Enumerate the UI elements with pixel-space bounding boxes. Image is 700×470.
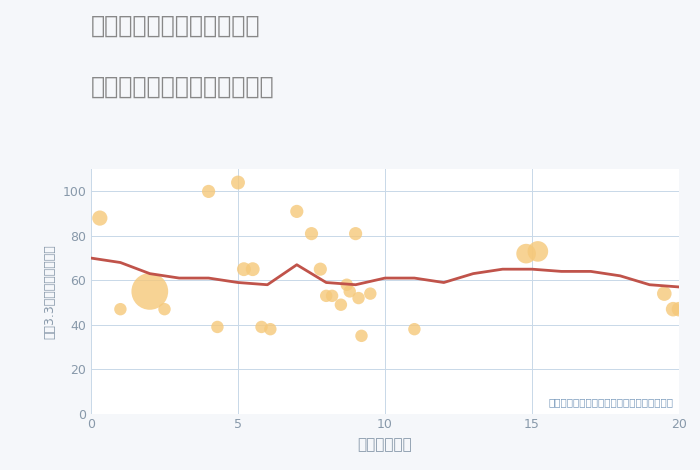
Point <box>341 281 352 289</box>
Point <box>521 250 532 258</box>
Point <box>247 266 258 273</box>
Point <box>321 292 332 299</box>
Point <box>159 306 170 313</box>
Point <box>315 266 326 273</box>
Point <box>668 306 679 313</box>
Point <box>203 188 214 195</box>
Point <box>353 294 364 302</box>
X-axis label: 駅距離（分）: 駅距離（分） <box>358 437 412 452</box>
Point <box>326 292 337 299</box>
Point <box>212 323 223 331</box>
Point <box>94 214 106 222</box>
Point <box>659 290 670 298</box>
Point <box>344 288 356 295</box>
Point <box>350 230 361 237</box>
Point <box>265 325 276 333</box>
Text: 円の大きさは、取引のあった物件面積を示す: 円の大きさは、取引のあった物件面積を示す <box>548 397 673 407</box>
Point <box>532 248 543 255</box>
Y-axis label: 坪（3.3㎡）単価（万円）: 坪（3.3㎡）単価（万円） <box>43 244 57 339</box>
Point <box>356 332 367 340</box>
Point <box>238 266 249 273</box>
Point <box>256 323 267 331</box>
Point <box>365 290 376 298</box>
Point <box>306 230 317 237</box>
Point <box>335 301 346 308</box>
Point <box>232 179 244 186</box>
Point <box>673 306 685 313</box>
Point <box>409 325 420 333</box>
Point <box>115 306 126 313</box>
Text: 三重県松阪市嬉野川北町の: 三重県松阪市嬉野川北町の <box>91 14 260 38</box>
Point <box>291 208 302 215</box>
Point <box>144 288 155 295</box>
Text: 駅距離別中古マンション価格: 駅距離別中古マンション価格 <box>91 75 274 99</box>
